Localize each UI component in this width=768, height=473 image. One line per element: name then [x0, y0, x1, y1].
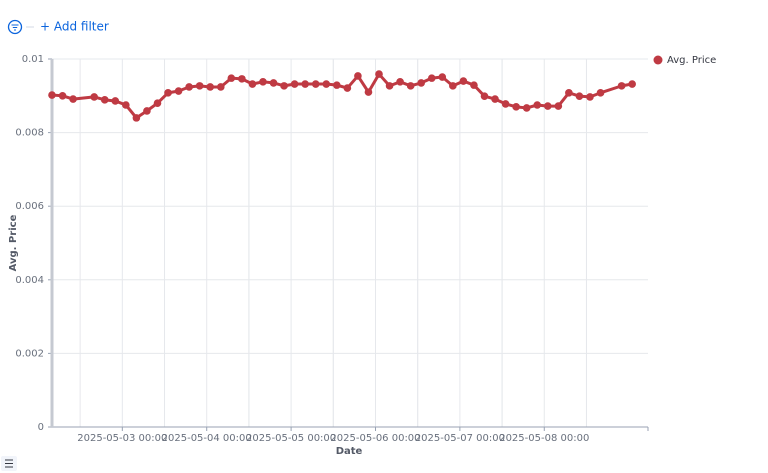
data-point — [480, 92, 489, 100]
y-tick-label: 0.004 — [15, 275, 44, 286]
x-tick-label: 2025-05-05 00:00 — [246, 433, 336, 444]
data-point — [333, 81, 341, 89]
data-point — [565, 89, 573, 97]
x-tick-label: 2025-05-03 00:00 — [77, 433, 167, 444]
data-point — [100, 96, 109, 104]
y-tick-label: 0.006 — [15, 201, 44, 212]
data-point — [143, 107, 151, 115]
data-point — [375, 70, 383, 78]
data-point — [58, 92, 67, 100]
data-point — [164, 89, 172, 97]
data-point — [185, 83, 193, 91]
data-point — [290, 80, 299, 88]
data-point — [269, 79, 278, 87]
data-point — [48, 91, 56, 99]
data-point — [449, 82, 457, 90]
data-point — [132, 114, 141, 122]
data-point — [522, 104, 531, 112]
data-point — [122, 101, 130, 109]
data-point — [301, 80, 309, 88]
data-point — [280, 82, 288, 90]
data-point — [195, 82, 204, 90]
data-point — [543, 102, 552, 110]
add-filter[interactable]: + Add filter — [40, 20, 109, 34]
data-point — [238, 75, 246, 83]
data-point — [501, 100, 510, 108]
y-axis-label: Avg. Price — [8, 214, 19, 271]
data-point — [216, 83, 225, 91]
data-point — [470, 81, 478, 89]
data-point — [596, 89, 605, 97]
data-point — [248, 80, 257, 88]
data-point — [153, 99, 162, 107]
data-point — [343, 84, 352, 92]
x-tick-label: 2025-05-07 00:00 — [415, 433, 505, 444]
data-point — [459, 77, 468, 85]
data-point — [586, 93, 594, 101]
data-point — [554, 102, 563, 110]
data-point — [396, 78, 404, 86]
y-tick-label: 0.008 — [15, 128, 44, 139]
legend-marker[interactable] — [653, 55, 663, 65]
legend-label[interactable]: Avg. Price — [667, 55, 716, 66]
filter-icon[interactable] — [7, 19, 23, 35]
data-point — [575, 92, 584, 100]
legend-toggle[interactable] — [1, 456, 17, 471]
data-point — [438, 73, 447, 81]
y-tick-label: 0 — [38, 422, 44, 433]
data-point — [491, 95, 499, 103]
y-tick-label: 0.002 — [15, 348, 44, 359]
data-point — [174, 87, 183, 95]
data-point — [406, 82, 415, 90]
data-point — [385, 82, 394, 90]
data-point — [111, 97, 120, 105]
y-tick-label: 0.01 — [22, 54, 44, 65]
data-point — [206, 83, 215, 91]
data-point — [311, 80, 320, 88]
x-tick-label: 2025-05-04 00:00 — [162, 433, 252, 444]
x-tick-label: 2025-05-06 00:00 — [330, 433, 420, 444]
x-axis-label: Date — [336, 446, 363, 457]
data-point — [69, 95, 77, 103]
data-point — [617, 82, 626, 90]
data-point — [628, 80, 636, 88]
data-point — [512, 103, 520, 111]
data-point — [90, 93, 98, 101]
series-line — [51, 72, 633, 120]
data-point — [533, 101, 542, 109]
data-point — [259, 78, 267, 86]
data-point — [427, 74, 436, 82]
x-tick-label: 2025-05-08 00:00 — [499, 433, 589, 444]
data-point — [364, 88, 373, 96]
data-point — [354, 72, 362, 80]
data-point — [322, 80, 331, 88]
data-point — [417, 79, 426, 87]
data-point — [227, 74, 236, 82]
